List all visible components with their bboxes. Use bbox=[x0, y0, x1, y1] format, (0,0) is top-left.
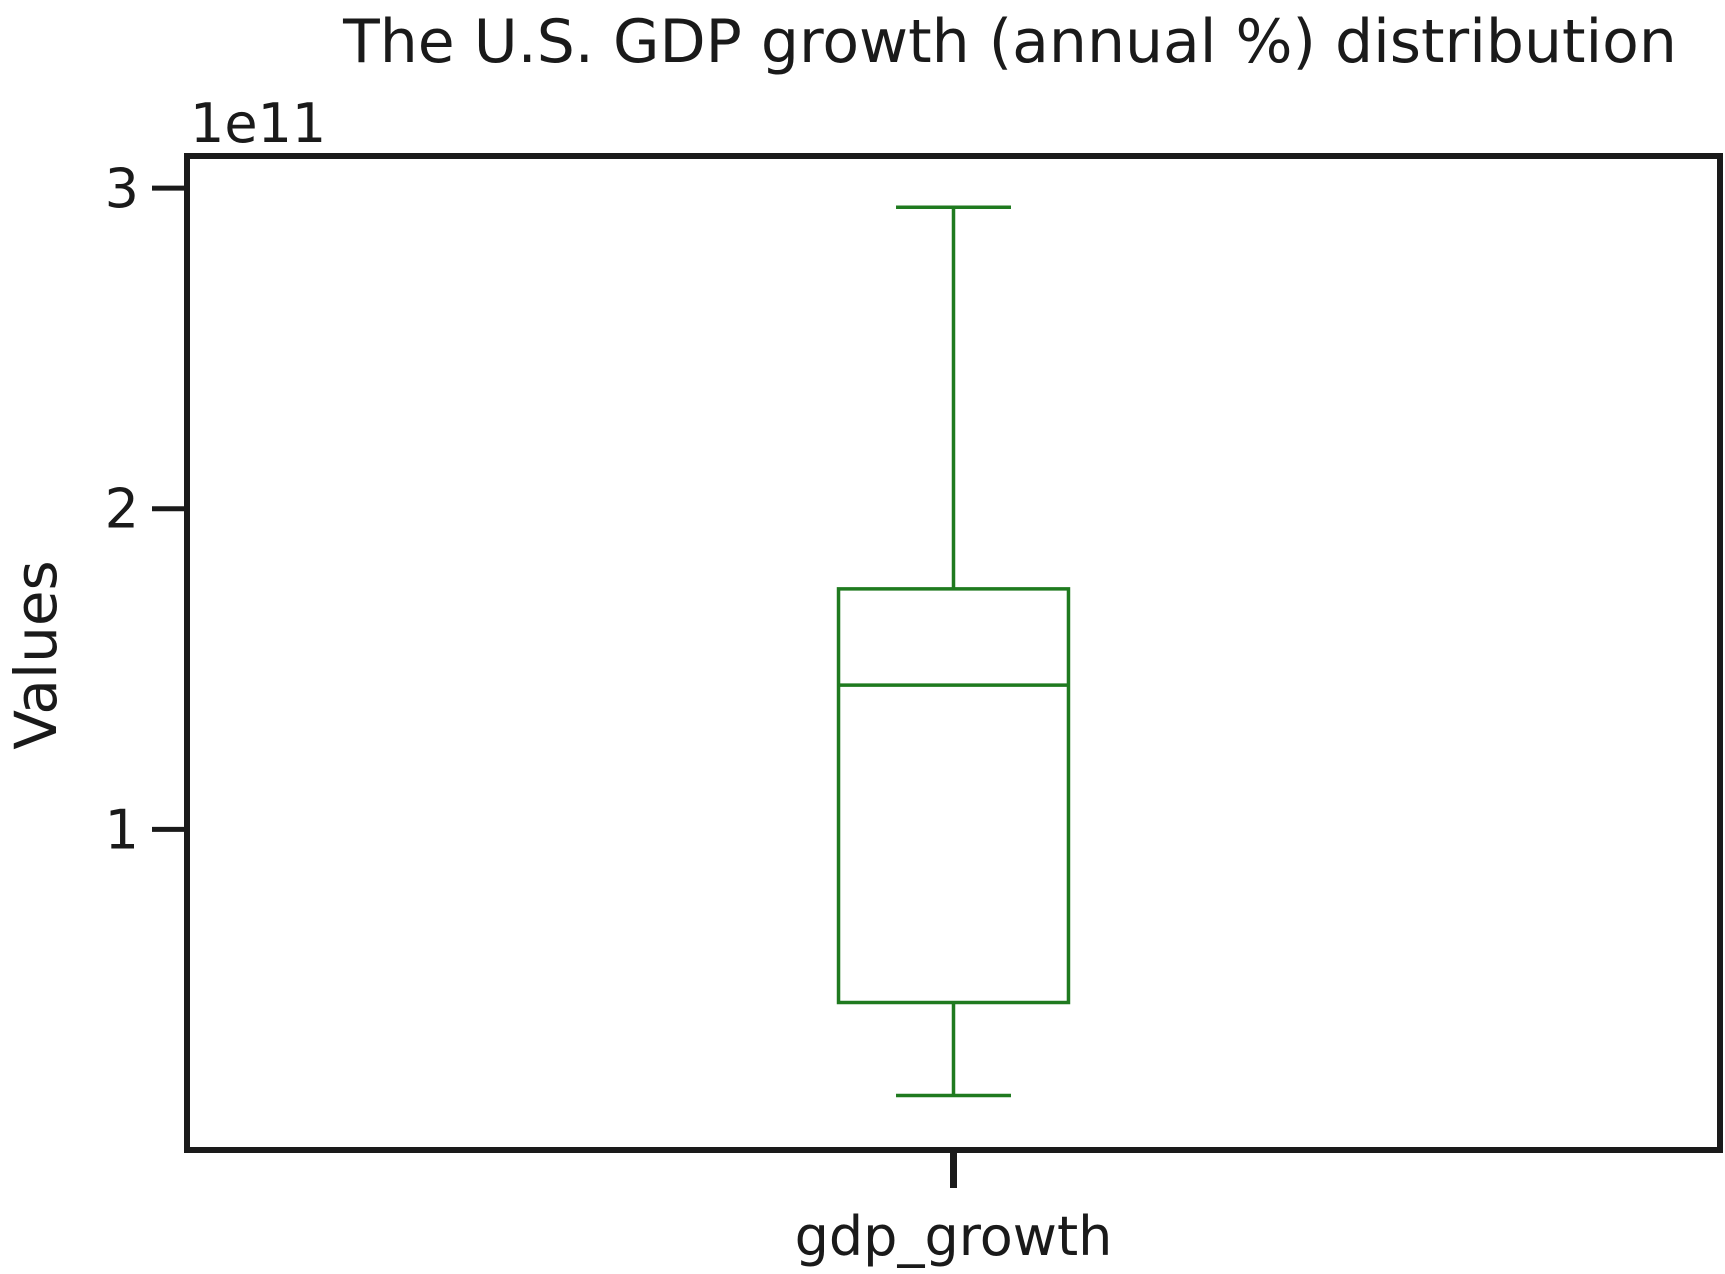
y-axis-offset-label: 1e11 bbox=[190, 92, 326, 155]
x-axis: gdp_growth bbox=[795, 1150, 1113, 1268]
box-series bbox=[836, 205, 1071, 1098]
y-tick-label: 2 bbox=[105, 478, 139, 541]
y-axis: 1 2 3 bbox=[105, 157, 187, 861]
y-axis-label: Values bbox=[2, 560, 70, 750]
chart-title: The U.S. GDP growth (annual %) distribut… bbox=[342, 7, 1677, 77]
y-tick-label: 3 bbox=[105, 157, 139, 220]
y-tick-label: 1 bbox=[105, 798, 139, 861]
x-tick-label: gdp_growth bbox=[795, 1205, 1113, 1268]
interquartile-box bbox=[836, 587, 1071, 1005]
